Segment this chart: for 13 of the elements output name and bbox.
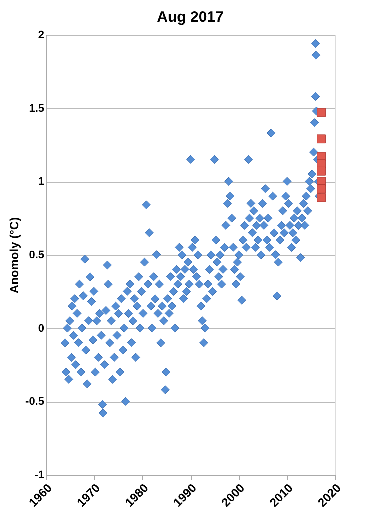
y-tick-label: 0 — [38, 322, 44, 335]
y-axis-title: Anomoly (°C) — [8, 217, 22, 294]
point — [317, 184, 326, 194]
y-tick-label: -1 — [34, 470, 44, 482]
point — [317, 108, 326, 118]
y-tick-label: -0.5 — [26, 396, 44, 408]
y-tick-label: 2 — [38, 30, 44, 42]
chart-title: Aug 2017 — [157, 9, 224, 26]
y-tick-label: 1 — [38, 176, 44, 188]
y-tick-label: 0.5 — [29, 250, 44, 262]
point — [317, 134, 326, 144]
point — [317, 166, 326, 176]
y-tick-label: 1.5 — [29, 102, 44, 115]
